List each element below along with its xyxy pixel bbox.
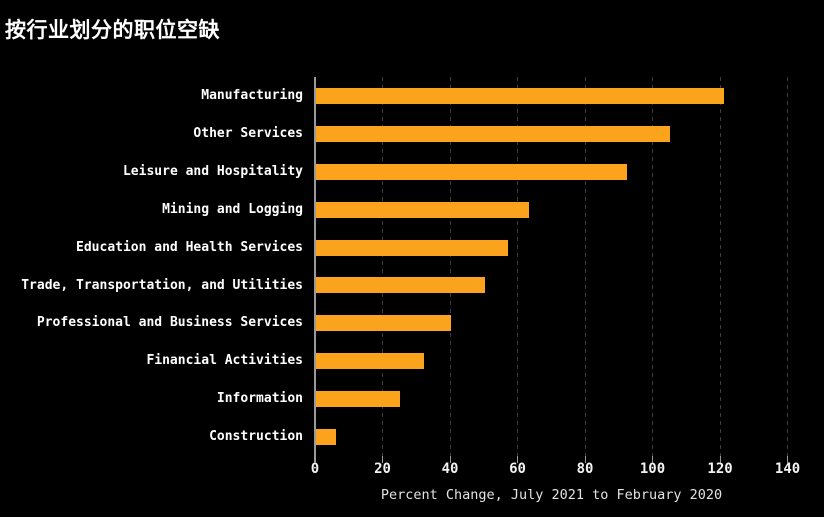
x-tick-label-120: 120	[707, 461, 733, 477]
x-tick-label-20: 20	[374, 461, 391, 477]
tick-mark-x-80	[584, 456, 586, 463]
category-label: Mining and Logging	[162, 201, 303, 217]
bar-professional-and-business-services	[316, 315, 452, 332]
x-axis-label: Percent Change, July 2021 to February 20…	[380, 487, 723, 503]
gridline-x-60	[517, 77, 519, 456]
bar-construction	[316, 429, 337, 446]
tick-mark-x-40	[449, 456, 451, 463]
category-label: Leisure and Hospitality	[122, 163, 303, 179]
x-tick-label-0: 0	[310, 461, 320, 477]
category-label: Professional and Business Services	[36, 315, 303, 331]
tick-mark-x-100	[652, 456, 654, 463]
bar-leisure-and-hospitality	[316, 163, 627, 180]
x-tick-label-80: 80	[576, 461, 594, 477]
category-label: Other Services	[193, 125, 303, 141]
category-label: Financial Activities	[146, 353, 303, 369]
category-label: Trade, Transportation, and Utilities	[21, 277, 303, 293]
category-label-column: Manufacturing Other Services Leisure and H…	[0, 77, 303, 456]
y-axis-line	[314, 77, 316, 463]
x-tick-label-100: 100	[639, 461, 666, 477]
x-axis-tick-labels: 0 20 40 60 80 100 120 140	[311, 461, 820, 479]
x-tick-label-140: 140	[774, 461, 801, 477]
gridline-x-120	[719, 77, 721, 456]
category-label: Manufacturing	[201, 88, 303, 103]
bar-trade-transportation-and-utilities	[316, 277, 485, 294]
bar-education-and-health-services	[316, 239, 509, 256]
bar-information	[316, 391, 401, 408]
gridline-x-140	[787, 77, 789, 456]
x-tick-label-40: 40	[441, 461, 459, 477]
tick-mark-x-120	[719, 456, 721, 463]
bar-mining-and-logging	[316, 201, 529, 218]
gridline-x-40	[449, 77, 451, 456]
category-label: Construction	[209, 429, 303, 445]
gridline-x-20	[382, 77, 383, 456]
bar-manufacturing	[316, 87, 725, 104]
tick-mark-x-20	[382, 456, 383, 463]
tick-mark-x-60	[517, 456, 519, 463]
bar-other-services	[316, 125, 671, 142]
category-label: Information	[216, 391, 303, 407]
gridline-x-80	[584, 77, 586, 456]
tick-mark-x-140	[787, 456, 789, 463]
x-tick-label-60: 60	[509, 461, 526, 477]
category-label: Education and Health Services	[76, 239, 303, 255]
plot-area	[314, 77, 820, 463]
gridline-x-100	[652, 77, 654, 456]
bar-financial-activities	[316, 353, 424, 370]
chart-title: 按行业划分的职位空缺	[5, 18, 220, 42]
